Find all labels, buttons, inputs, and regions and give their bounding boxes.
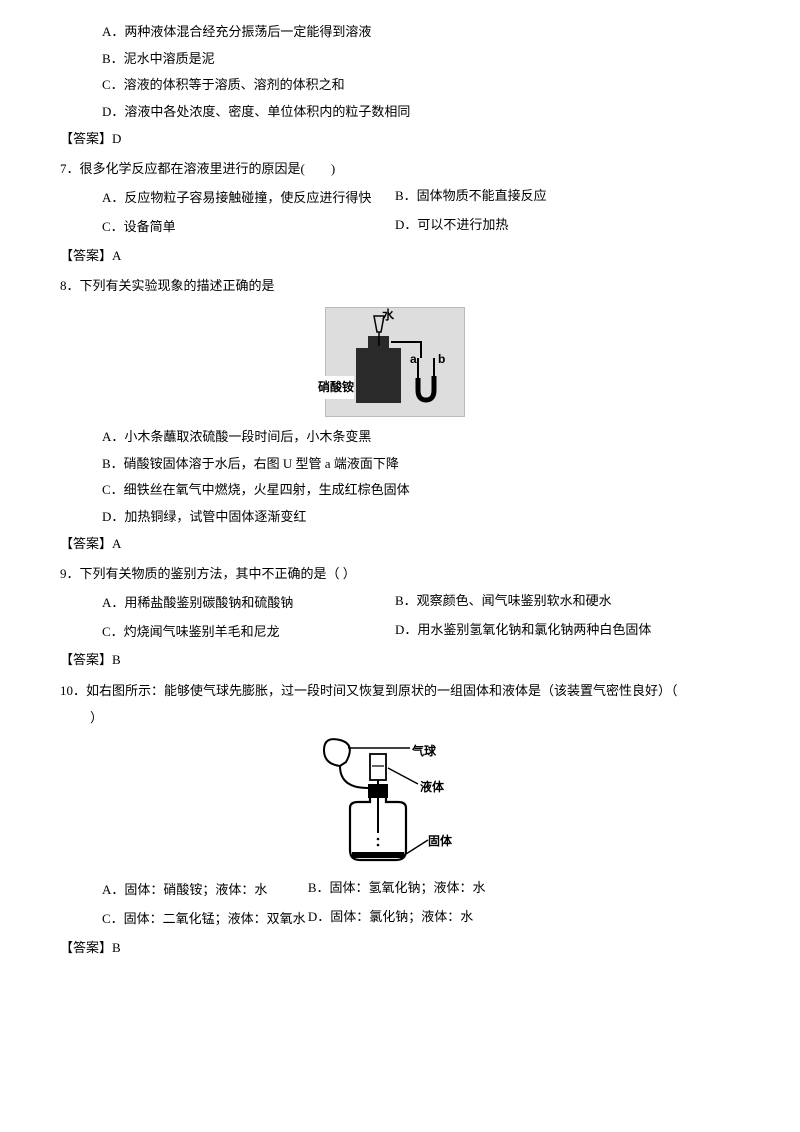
q9-row2: C．灼烧闻气味鉴别羊毛和尼龙 D．用水鉴别氢氧化钠和氯化钠两种白色固体 (60, 618, 730, 647)
q9-option-c: C．灼烧闻气味鉴别羊毛和尼龙 (60, 620, 395, 645)
q9-option-b: B．观察颜色、闻气味鉴别软水和硬水 (395, 589, 730, 618)
q7-option-d: D．可以不进行加热 (395, 213, 730, 242)
q7-option-c: C．设备简单 (60, 215, 395, 240)
q10-row1: A．固体：硝酸铵；液体：水 B．固体：氢氧化钠；液体：水 (60, 876, 730, 905)
q8-option-b: B．硝酸铵固体溶于水后，右图 U 型管 a 端液面下降 (60, 452, 730, 477)
q10-stem-b: ） (60, 706, 730, 731)
q9-option-a: A．用稀盐酸鉴别碳酸钠和硫酸钠 (60, 591, 395, 616)
q7-row1: A．反应物粒子容易接触碰撞，使反应进行得快 B．固体物质不能直接反应 (60, 184, 730, 213)
q10-option-c: C．固体：二氧化锰；液体：双氧水 (60, 907, 308, 932)
q8-option-d: D．加热铜绿，试管中固体逐渐变红 (60, 505, 730, 530)
q8-figure: 水 硝酸铵 a b (60, 307, 730, 417)
q8-stem: 8．下列有关实验现象的描述正确的是 (60, 274, 730, 299)
q6-option-c: C．溶液的体积等于溶质、溶剂的体积之和 (60, 73, 730, 98)
q10-label-liquid: 液体 (420, 776, 444, 799)
q10-option-d: D．固体：氯化钠；液体：水 (308, 905, 643, 934)
q8-label-a: a (410, 348, 417, 371)
q6-answer: 【答案】D (60, 127, 730, 152)
q8-label-water: 水 (382, 304, 394, 327)
q10-figure: 气球 液体 固体 (60, 738, 730, 868)
q9-stem: 9．下列有关物质的鉴别方法，其中不正确的是（ ） (60, 562, 730, 587)
q10-stem-a: 10．如右图所示：能够使气球先膨胀，过一段时间又恢复到原状的一组固体和液体是（该… (60, 679, 730, 704)
q8-option-c: C．细铁丝在氧气中燃烧，火星四射，生成红棕色固体 (60, 478, 730, 503)
q7-answer: 【答案】A (60, 244, 730, 269)
q8-label-b: b (438, 348, 445, 371)
q8-label-chem: 硝酸铵 (318, 376, 354, 399)
q10-option-b: B．固体：氢氧化钠；液体：水 (308, 876, 643, 905)
q7-stem: 7．很多化学反应都在溶液里进行的原因是( ) (60, 157, 730, 182)
q6-option-d: D．溶液中各处浓度、密度、单位体积内的粒子数相同 (60, 100, 730, 125)
q10-row2: C．固体：二氧化锰；液体：双氧水 D．固体：氯化钠；液体：水 (60, 905, 730, 934)
q6-option-b: B．泥水中溶质是泥 (60, 47, 730, 72)
q10-option-a: A．固体：硝酸铵；液体：水 (60, 878, 308, 903)
q9-answer: 【答案】B (60, 648, 730, 673)
q10-answer: 【答案】B (60, 936, 730, 961)
q9-option-d: D．用水鉴别氢氧化钠和氯化钠两种白色固体 (395, 618, 730, 647)
q7-row2: C．设备简单 D．可以不进行加热 (60, 213, 730, 242)
q7-option-b: B．固体物质不能直接反应 (395, 184, 730, 213)
q10-label-solid: 固体 (428, 830, 452, 853)
q10-label-balloon: 气球 (412, 740, 436, 763)
q7-option-a: A．反应物粒子容易接触碰撞，使反应进行得快 (60, 186, 395, 211)
q9-row1: A．用稀盐酸鉴别碳酸钠和硫酸钠 B．观察颜色、闻气味鉴别软水和硬水 (60, 589, 730, 618)
q6-option-a: A．两种液体混合经充分振荡后一定能得到溶液 (60, 20, 730, 45)
q10-diagram-icon (310, 738, 480, 868)
q8-option-a: A．小木条蘸取浓硫酸一段时间后，小木条变黑 (60, 425, 730, 450)
q8-answer: 【答案】A (60, 532, 730, 557)
